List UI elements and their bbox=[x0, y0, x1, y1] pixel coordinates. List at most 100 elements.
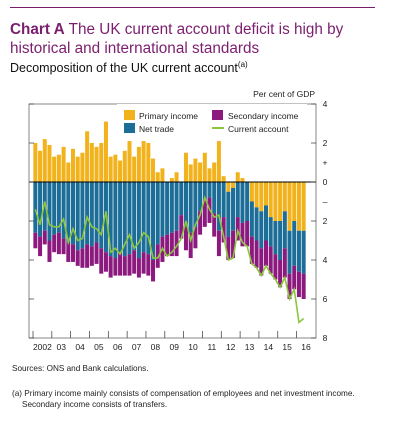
bar-net-trade-41 bbox=[226, 191, 231, 237]
bar-net-trade-53 bbox=[282, 211, 287, 249]
x-tick-label: 16 bbox=[301, 342, 311, 352]
bar-secondary-income-46 bbox=[249, 236, 254, 264]
bar-secondary-income-55 bbox=[292, 265, 297, 290]
bar-secondary-income-38 bbox=[212, 213, 217, 237]
bar-primary-income-55 bbox=[292, 182, 297, 221]
bar-primary-income-16 bbox=[108, 156, 113, 182]
bar-secondary-income-47 bbox=[254, 240, 259, 268]
bar-primary-income-34 bbox=[193, 158, 198, 182]
bar-net-trade-36 bbox=[202, 182, 207, 200]
bar-net-trade-39 bbox=[216, 182, 221, 231]
y-axis: 4 2 +0 – 2 4 6 8 bbox=[29, 99, 328, 343]
bar-net-trade-43 bbox=[235, 182, 240, 218]
bar-primary-income-19 bbox=[122, 150, 127, 182]
bar-secondary-income-52 bbox=[278, 260, 283, 288]
bar-net-trade-55 bbox=[292, 221, 297, 266]
bar-net-trade-31 bbox=[179, 182, 184, 216]
bar-primary-income-38 bbox=[212, 162, 217, 182]
x-axis: 2002 03 04 05 06 07 08 09 10 11 12 13 14 15 16 bbox=[32, 331, 311, 352]
bar-secondary-income-56 bbox=[296, 271, 301, 298]
bar-secondary-income-26 bbox=[155, 244, 160, 268]
unit-label: Per cent of GDP bbox=[253, 89, 315, 99]
legend-swatch-net-trade bbox=[124, 123, 135, 133]
bar-net-trade-37 bbox=[207, 182, 212, 198]
bar-secondary-income-44 bbox=[240, 222, 245, 247]
x-tick-label: 08 bbox=[151, 342, 161, 352]
header-rule bbox=[10, 7, 375, 8]
bar-secondary-income-21 bbox=[132, 250, 137, 274]
bar-secondary-income-41 bbox=[226, 236, 231, 260]
bar-secondary-income-54 bbox=[287, 273, 292, 299]
bar-secondary-income-24 bbox=[146, 254, 151, 276]
bar-net-trade-33 bbox=[188, 182, 193, 233]
bar-net-trade-13 bbox=[94, 182, 99, 243]
bar-primary-income-35 bbox=[198, 162, 203, 182]
bar-net-trade-29 bbox=[169, 182, 174, 233]
current-account-line bbox=[34, 195, 305, 324]
bar-secondary-income-6 bbox=[61, 238, 66, 255]
chart-subtitle: Decomposition of the UK current account(… bbox=[10, 60, 380, 75]
bar-secondary-income-28 bbox=[165, 234, 170, 257]
legend-label-net-trade: Net trade bbox=[139, 124, 174, 134]
bar-secondary-income-0 bbox=[33, 232, 38, 249]
bar-primary-income-51 bbox=[273, 182, 278, 221]
bar-net-trade-54 bbox=[287, 230, 292, 274]
bar-secondary-income-15 bbox=[103, 252, 108, 272]
bar-secondary-income-34 bbox=[193, 226, 198, 249]
bar-primary-income-52 bbox=[278, 182, 283, 221]
bar-primary-income-4 bbox=[52, 156, 57, 182]
bar-net-trade-30 bbox=[174, 182, 179, 231]
bar-net-trade-47 bbox=[254, 207, 259, 241]
legend: Primary income Secondary income Net trad… bbox=[117, 104, 307, 137]
x-tick-label: 10 bbox=[188, 342, 198, 352]
bar-primary-income-1 bbox=[38, 150, 43, 182]
bar-net-trade-35 bbox=[198, 182, 203, 212]
bar-net-trade-17 bbox=[113, 182, 118, 259]
bar-secondary-income-10 bbox=[80, 248, 85, 268]
x-tick-label: 05 bbox=[94, 342, 104, 352]
bar-net-trade-57 bbox=[301, 230, 306, 274]
bar-secondary-income-42 bbox=[231, 230, 236, 259]
bar-net-trade-46 bbox=[249, 201, 254, 237]
bar-primary-income-2 bbox=[42, 139, 47, 182]
bar-secondary-income-49 bbox=[263, 240, 268, 266]
bar-net-trade-23 bbox=[141, 182, 146, 253]
bar-secondary-income-57 bbox=[301, 273, 306, 299]
bar-secondary-income-7 bbox=[66, 242, 71, 262]
bar-net-trade-20 bbox=[127, 182, 132, 255]
x-tick-label: 15 bbox=[282, 342, 292, 352]
chart-title: Chart A The UK current account deficit i… bbox=[10, 20, 380, 58]
bar-secondary-income-4 bbox=[52, 234, 57, 253]
bar-primary-income-3 bbox=[47, 144, 52, 182]
footnote: (a) Primary income mainly consists of co… bbox=[12, 389, 390, 410]
subtitle-footnote-marker: (a) bbox=[237, 60, 248, 69]
bar-secondary-income-2 bbox=[42, 230, 47, 245]
bar-secondary-income-31 bbox=[179, 215, 184, 239]
footnote-line-2: Secondary income consists of transfers. bbox=[22, 399, 168, 409]
bar-primary-income-20 bbox=[127, 141, 132, 182]
bar-secondary-income-20 bbox=[127, 254, 132, 276]
bar-primary-income-11 bbox=[85, 131, 90, 182]
sources-note: Sources: ONS and Bank calculations. bbox=[12, 364, 149, 373]
bar-net-trade-51 bbox=[273, 221, 278, 255]
bar-primary-income-10 bbox=[80, 152, 85, 182]
bar-primary-income-29 bbox=[169, 178, 174, 182]
bar-primary-income-53 bbox=[282, 182, 287, 212]
bar-secondary-income-19 bbox=[122, 256, 127, 276]
x-tick-label: 11 bbox=[207, 342, 216, 352]
bar-primary-income-32 bbox=[183, 152, 188, 182]
bar-secondary-income-14 bbox=[99, 248, 104, 274]
bar-net-trade-22 bbox=[136, 182, 141, 259]
bar-net-trade-34 bbox=[193, 182, 198, 227]
bar-primary-income-14 bbox=[99, 143, 104, 182]
bar-secondary-income-9 bbox=[75, 250, 80, 266]
bar-primary-income-24 bbox=[146, 143, 151, 182]
bar-net-trade-11 bbox=[85, 182, 90, 245]
bar-primary-income-39 bbox=[216, 141, 221, 182]
bar-primary-income-42 bbox=[231, 182, 236, 188]
bar-primary-income-48 bbox=[259, 182, 264, 212]
bar-secondary-income-48 bbox=[259, 248, 264, 276]
chart-label: Chart A bbox=[10, 21, 65, 38]
bar-primary-income-30 bbox=[174, 172, 179, 182]
